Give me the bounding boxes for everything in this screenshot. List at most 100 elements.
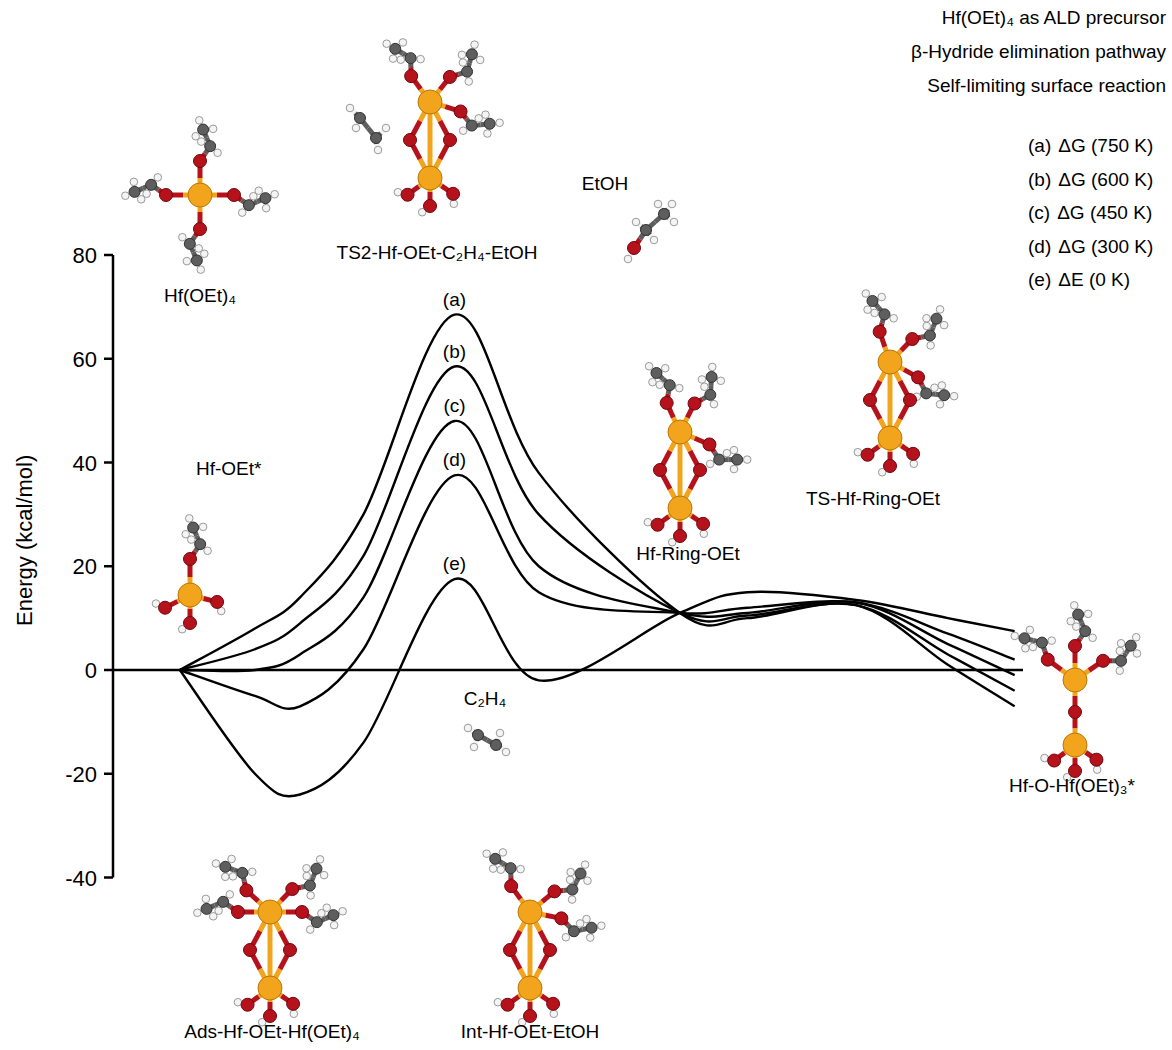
atom bbox=[1125, 640, 1136, 651]
atom bbox=[1041, 754, 1049, 762]
atom bbox=[201, 250, 209, 258]
atom bbox=[743, 456, 751, 464]
atom bbox=[518, 976, 542, 1000]
legend-label: (b) bbox=[1028, 169, 1051, 190]
atom bbox=[706, 460, 714, 468]
atom bbox=[307, 892, 315, 900]
atom bbox=[496, 119, 504, 127]
atom bbox=[454, 105, 467, 118]
peak-labels: (a)(b)(c)(d)(e) bbox=[443, 289, 466, 575]
atom bbox=[192, 132, 200, 140]
atom bbox=[921, 388, 932, 399]
atom bbox=[188, 522, 199, 533]
atom bbox=[443, 70, 456, 83]
y-tick-label: 80 bbox=[73, 243, 97, 268]
atom bbox=[271, 190, 279, 198]
atom bbox=[159, 601, 172, 614]
series-line bbox=[180, 579, 1015, 797]
atom bbox=[382, 124, 390, 132]
atom bbox=[705, 389, 716, 400]
atom bbox=[130, 178, 138, 186]
atom bbox=[674, 530, 687, 543]
atom bbox=[1069, 640, 1082, 653]
atom bbox=[1022, 644, 1030, 652]
atom bbox=[1063, 668, 1087, 692]
atom bbox=[717, 377, 725, 385]
atom bbox=[473, 730, 484, 741]
atom bbox=[501, 998, 514, 1011]
atom bbox=[404, 134, 417, 147]
atom bbox=[346, 104, 354, 112]
atom bbox=[730, 446, 738, 454]
atom bbox=[154, 174, 162, 182]
atom bbox=[661, 364, 669, 372]
atom bbox=[505, 880, 518, 893]
structure-label: TS-Hf-Ring-OEt bbox=[806, 488, 941, 509]
atom bbox=[418, 90, 442, 114]
atom bbox=[1019, 633, 1030, 644]
atom bbox=[320, 871, 328, 879]
atom bbox=[654, 200, 662, 208]
atom bbox=[352, 124, 360, 132]
atom bbox=[517, 865, 525, 873]
atom bbox=[940, 321, 948, 329]
atom bbox=[212, 860, 220, 868]
atom bbox=[258, 900, 282, 924]
atom bbox=[923, 322, 931, 330]
atom bbox=[394, 188, 402, 196]
atom bbox=[1116, 647, 1124, 655]
peak-label: (b) bbox=[443, 341, 466, 362]
atom bbox=[466, 49, 477, 60]
legend-label: (d) bbox=[1028, 236, 1051, 257]
atom bbox=[628, 242, 641, 255]
axes: -40-20020406080Energy (kcal/mol) bbox=[12, 243, 1023, 891]
atom bbox=[927, 342, 935, 350]
y-axis-title: Energy (kcal/mol) bbox=[12, 455, 37, 626]
atom bbox=[1036, 637, 1047, 648]
atom bbox=[708, 363, 716, 371]
molecule bbox=[644, 362, 751, 546]
atom bbox=[494, 998, 502, 1006]
atom bbox=[598, 922, 606, 930]
atom bbox=[1048, 754, 1061, 767]
atom bbox=[255, 187, 263, 195]
atom bbox=[584, 877, 592, 885]
structure-label: Hf-O-Hf(OEt)₃* bbox=[1009, 775, 1136, 796]
atom bbox=[568, 896, 576, 904]
y-tick bbox=[104, 254, 113, 257]
atom bbox=[688, 397, 701, 410]
atom bbox=[732, 454, 743, 465]
atom bbox=[923, 314, 931, 322]
atom bbox=[910, 460, 918, 468]
atom bbox=[550, 1010, 558, 1018]
structure-label: Hf(OEt)₄ bbox=[164, 285, 236, 306]
atom bbox=[194, 223, 207, 236]
atom bbox=[476, 56, 484, 64]
atom bbox=[1029, 643, 1037, 651]
molecule bbox=[122, 117, 279, 274]
atom bbox=[1116, 655, 1127, 666]
atom bbox=[418, 166, 442, 190]
atom bbox=[697, 517, 710, 530]
atom bbox=[575, 868, 586, 879]
atom bbox=[232, 906, 245, 919]
chart: -40-20020406080Energy (kcal/mol)(a)(b)(c… bbox=[0, 0, 1172, 1050]
annotation: β-Hydride elimination pathway bbox=[911, 41, 1166, 62]
atom bbox=[632, 218, 640, 226]
legend: (a)ΔG (750 K)(b)ΔG (600 K)(c)ΔG (450 K)(… bbox=[1028, 135, 1153, 290]
peak-label: (a) bbox=[443, 289, 466, 310]
legend-name: ΔG (300 K) bbox=[1058, 236, 1153, 257]
annotation: Hf(OEt)₄ as ALD precursor bbox=[942, 7, 1167, 28]
peak-label: (d) bbox=[443, 449, 466, 470]
atom bbox=[567, 884, 578, 895]
atom bbox=[660, 396, 673, 409]
atom bbox=[879, 309, 890, 320]
y-tick bbox=[104, 461, 113, 464]
atom bbox=[241, 998, 254, 1011]
atom bbox=[566, 876, 574, 884]
atom bbox=[195, 117, 203, 125]
atom bbox=[873, 325, 886, 338]
series-line bbox=[180, 366, 1015, 691]
atom bbox=[287, 997, 300, 1010]
series-line bbox=[180, 314, 1015, 706]
